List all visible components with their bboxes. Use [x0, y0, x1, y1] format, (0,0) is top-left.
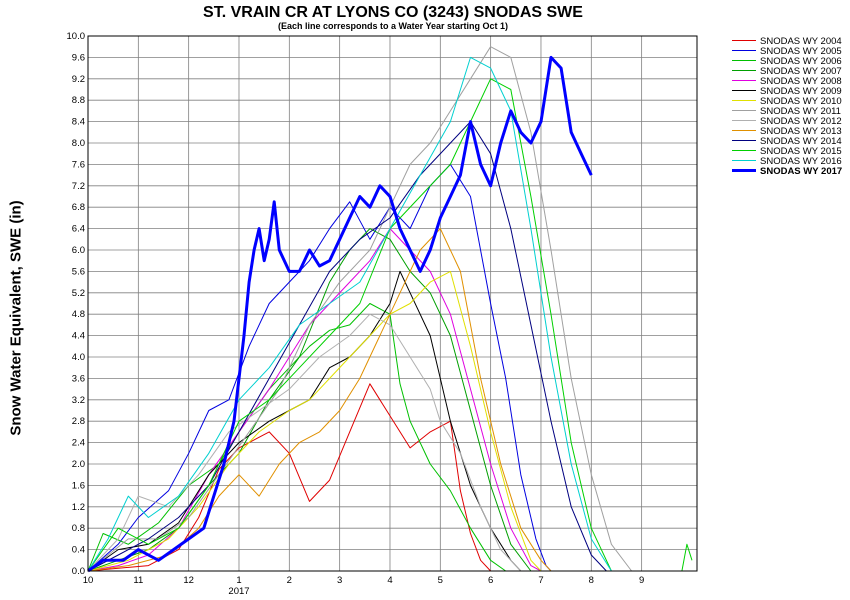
y-tick-label: 10.0 [67, 31, 86, 42]
series-line-snodas-wy-2015 [87, 78, 693, 572]
x-tick-label: 3 [337, 575, 342, 586]
legend-label: SNODAS WY 2017 [760, 166, 843, 177]
series-line-snodas-wy-2012 [87, 313, 522, 572]
y-tick-label: 3.2 [72, 395, 85, 406]
legend-label: SNODAS WY 2005 [760, 46, 842, 57]
legend-label: SNODAS WY 2015 [760, 146, 842, 157]
y-tick-label: 6.8 [72, 202, 85, 213]
x-tick-label: 6 [488, 575, 493, 586]
legend-swatch [732, 79, 756, 81]
series-line-snodas-wy-2004 [87, 383, 491, 572]
y-tick-label: 8.8 [72, 95, 85, 106]
legend-swatch [732, 49, 756, 51]
series-line-snodas-wy-2010 [87, 270, 542, 572]
x-tick-label: 2 [287, 575, 292, 586]
y-tick-label: 6.4 [72, 224, 85, 235]
y-tick-label: 2.0 [72, 459, 85, 470]
legend-swatch [732, 39, 756, 41]
legend-item: SNODAS WY 2017 [732, 167, 842, 177]
x-tick-label: 9 [639, 575, 644, 586]
x-tick-label: 1 [236, 575, 241, 586]
series-line-snodas-wy-2006 [87, 303, 506, 572]
x-tick-label: 12 [183, 575, 194, 586]
x-tick-label: 10 [83, 575, 94, 586]
y-tick-label: 1.6 [72, 480, 85, 491]
legend-label: SNODAS WY 2004 [760, 36, 842, 47]
y-tick-label: 0.4 [72, 545, 85, 556]
chart-legend: SNODAS WY 2004 SNODAS WY 2005 SNODAS WY 20… [732, 37, 842, 177]
legend-label: SNODAS WY 2009 [760, 86, 842, 97]
plot-area [87, 35, 698, 572]
y-tick-label: 4.8 [72, 309, 85, 320]
y-tick-label: 3.6 [72, 373, 85, 384]
x-tick-label: 5 [438, 575, 443, 586]
legend-label: SNODAS WY 2007 [760, 66, 842, 77]
y-tick-label: 5.6 [72, 266, 85, 277]
series-line-snodas-wy-2005 [87, 163, 552, 572]
y-axis-label: Snow Water Equivalent, SWE (in) [7, 200, 25, 436]
x-tick-label: 7 [538, 575, 543, 586]
legend-label: SNODAS WY 2013 [760, 126, 842, 137]
legend-label: SNODAS WY 2006 [760, 56, 842, 67]
y-tick-label: 8.0 [72, 138, 85, 149]
legend-item: SNODAS WY 2015 [732, 147, 842, 157]
legend-item: SNODAS WY 2010 [732, 97, 842, 107]
x-tick-label: 8 [589, 575, 594, 586]
y-tick-label: 1.2 [72, 502, 85, 513]
legend-swatch [732, 69, 756, 71]
legend-item: SNODAS WY 2014 [732, 137, 842, 147]
chart-subtitle: (Each line corresponds to a Water Year s… [277, 21, 509, 31]
legend-item: SNODAS WY 2011 [732, 107, 842, 117]
legend-label: SNODAS WY 2012 [760, 116, 842, 127]
legend-item: SNODAS WY 2009 [732, 87, 842, 97]
legend-item: SNODAS WY 2008 [732, 77, 842, 87]
legend-swatch [732, 168, 756, 172]
y-tick-label: 5.2 [72, 288, 85, 299]
y-tick-label: 4.4 [72, 331, 85, 342]
legend-swatch [732, 89, 756, 91]
series-line-snodas-wy-2008 [87, 228, 542, 572]
legend-item: SNODAS WY 2013 [732, 127, 842, 137]
legend-swatch [732, 59, 756, 61]
plot-border [87, 35, 698, 572]
y-tick-label: 9.6 [72, 52, 85, 63]
y-tick-label: 7.6 [72, 159, 85, 170]
legend-label: SNODAS WY 2016 [760, 156, 842, 167]
y-tick-label: 4.0 [72, 352, 85, 363]
legend-swatch [732, 139, 756, 141]
series-line-snodas-wy-2016 [87, 56, 612, 572]
legend-item: SNODAS WY 2006 [732, 57, 842, 67]
chart-title: ST. VRAIN CR AT LYONS CO (3243) SNODAS S… [203, 4, 583, 21]
y-tick-label: 0.0 [72, 566, 85, 577]
y-tick-label: 9.2 [72, 74, 85, 85]
y-tick-label: 0.8 [72, 523, 85, 534]
legend-swatch [732, 119, 756, 121]
y-tick-label: 2.4 [72, 438, 85, 449]
x-tick-label: 11 [133, 575, 143, 586]
y-tick-label: 7.2 [72, 181, 85, 192]
x-tick-label: 4 [387, 575, 392, 586]
legend-item: SNODAS WY 2005 [732, 47, 842, 57]
legend-item: SNODAS WY 2007 [732, 67, 842, 77]
y-tick-label: 8.4 [72, 117, 85, 128]
series-line-snodas-wy-2014 [87, 121, 607, 572]
legend-swatch [732, 99, 756, 101]
x-year-label: 2017 [228, 586, 249, 597]
legend-label: SNODAS WY 2010 [760, 96, 842, 107]
y-tick-label: 6.0 [72, 245, 85, 256]
y-tick-label: 2.8 [72, 416, 85, 427]
legend-label: SNODAS WY 2011 [760, 106, 841, 117]
legend-item: SNODAS WY 2012 [732, 117, 842, 127]
legend-swatch [732, 129, 756, 131]
legend-label: SNODAS WY 2008 [760, 76, 842, 87]
legend-item: SNODAS WY 2004 [732, 37, 842, 47]
legend-swatch [732, 109, 756, 111]
legend-swatch [732, 149, 756, 151]
series-line-snodas-wy-2017 [87, 55, 593, 573]
legend-label: SNODAS WY 2014 [760, 136, 842, 147]
series-line-snodas-wy-2011 [87, 46, 632, 572]
legend-swatch [732, 159, 756, 161]
legend-item: SNODAS WY 2016 [732, 157, 842, 167]
